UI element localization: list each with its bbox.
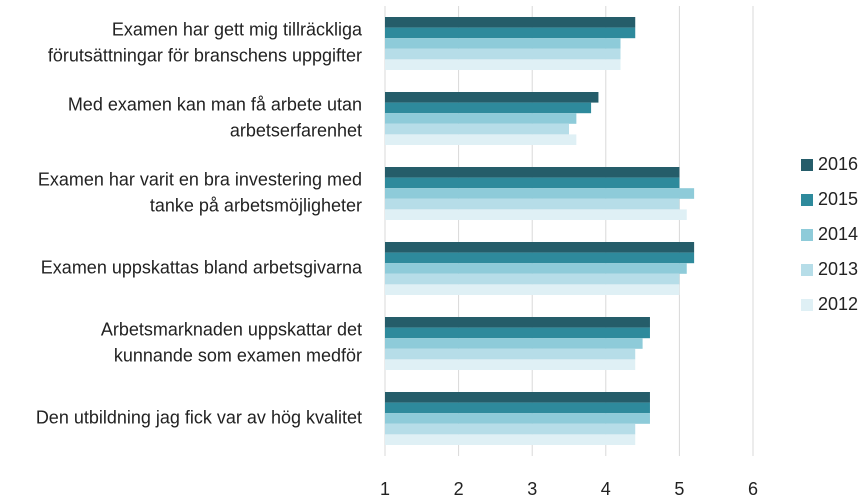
y-tick-label: Arbetsmarknaden uppskattar det xyxy=(101,319,362,339)
bar xyxy=(385,134,577,145)
bar xyxy=(385,92,599,103)
x-tick-label: 2 xyxy=(454,479,464,499)
bar xyxy=(385,167,680,178)
y-tick-label: Examen har varit en bra investering med xyxy=(38,169,362,189)
bar xyxy=(385,198,680,210)
bar xyxy=(385,273,680,285)
x-tick-label: 4 xyxy=(601,479,611,499)
bar xyxy=(385,177,680,189)
bar xyxy=(385,392,650,403)
legend-swatch xyxy=(801,299,813,311)
y-tick-label: Examen uppskattas bland arbetsgivarna xyxy=(41,257,363,277)
bar xyxy=(385,252,695,264)
x-tick-label: 1 xyxy=(380,479,390,499)
bar xyxy=(385,48,621,60)
legend-label: 2013 xyxy=(818,259,858,279)
legend-swatch xyxy=(801,229,813,241)
bar xyxy=(385,402,650,414)
y-tick-label: förutsättningar för branschens uppgifter xyxy=(48,45,362,65)
legend-label: 2016 xyxy=(818,154,858,174)
x-tick-label: 5 xyxy=(674,479,684,499)
y-tick-label: kunnande som examen medför xyxy=(114,345,362,365)
y-tick-label: Med examen kan man få arbete utan xyxy=(68,94,362,114)
bar xyxy=(385,113,577,124)
y-tick-label: tanke på arbetsmöjligheter xyxy=(150,195,362,215)
bar xyxy=(385,327,650,339)
bar xyxy=(385,284,680,295)
bar xyxy=(385,413,650,424)
y-tick-label: Examen har gett mig tillräckliga xyxy=(112,19,363,39)
bar xyxy=(385,17,636,28)
bar xyxy=(385,102,592,114)
legend-label: 2015 xyxy=(818,189,858,209)
legend-swatch xyxy=(801,264,813,276)
bar xyxy=(385,348,636,360)
bar xyxy=(385,242,695,253)
bar xyxy=(385,59,621,70)
bar xyxy=(385,209,687,220)
bar xyxy=(385,359,636,370)
x-tick-label: 6 xyxy=(748,479,758,499)
y-tick-label: Den utbildning jag fick var av hög kvali… xyxy=(36,407,362,427)
bar xyxy=(385,188,695,199)
bar xyxy=(385,423,636,435)
legend-label: 2014 xyxy=(818,224,858,244)
bar xyxy=(385,263,687,274)
x-tick-label: 3 xyxy=(527,479,537,499)
bar xyxy=(385,38,621,49)
legend-swatch xyxy=(801,194,813,206)
bar xyxy=(385,27,636,39)
bar xyxy=(385,434,636,445)
y-tick-label: arbetserfarenhet xyxy=(230,120,362,140)
legend-label: 2012 xyxy=(818,294,858,314)
bar xyxy=(385,123,569,135)
bar xyxy=(385,338,643,349)
legend-swatch xyxy=(801,159,813,171)
bar xyxy=(385,317,650,328)
